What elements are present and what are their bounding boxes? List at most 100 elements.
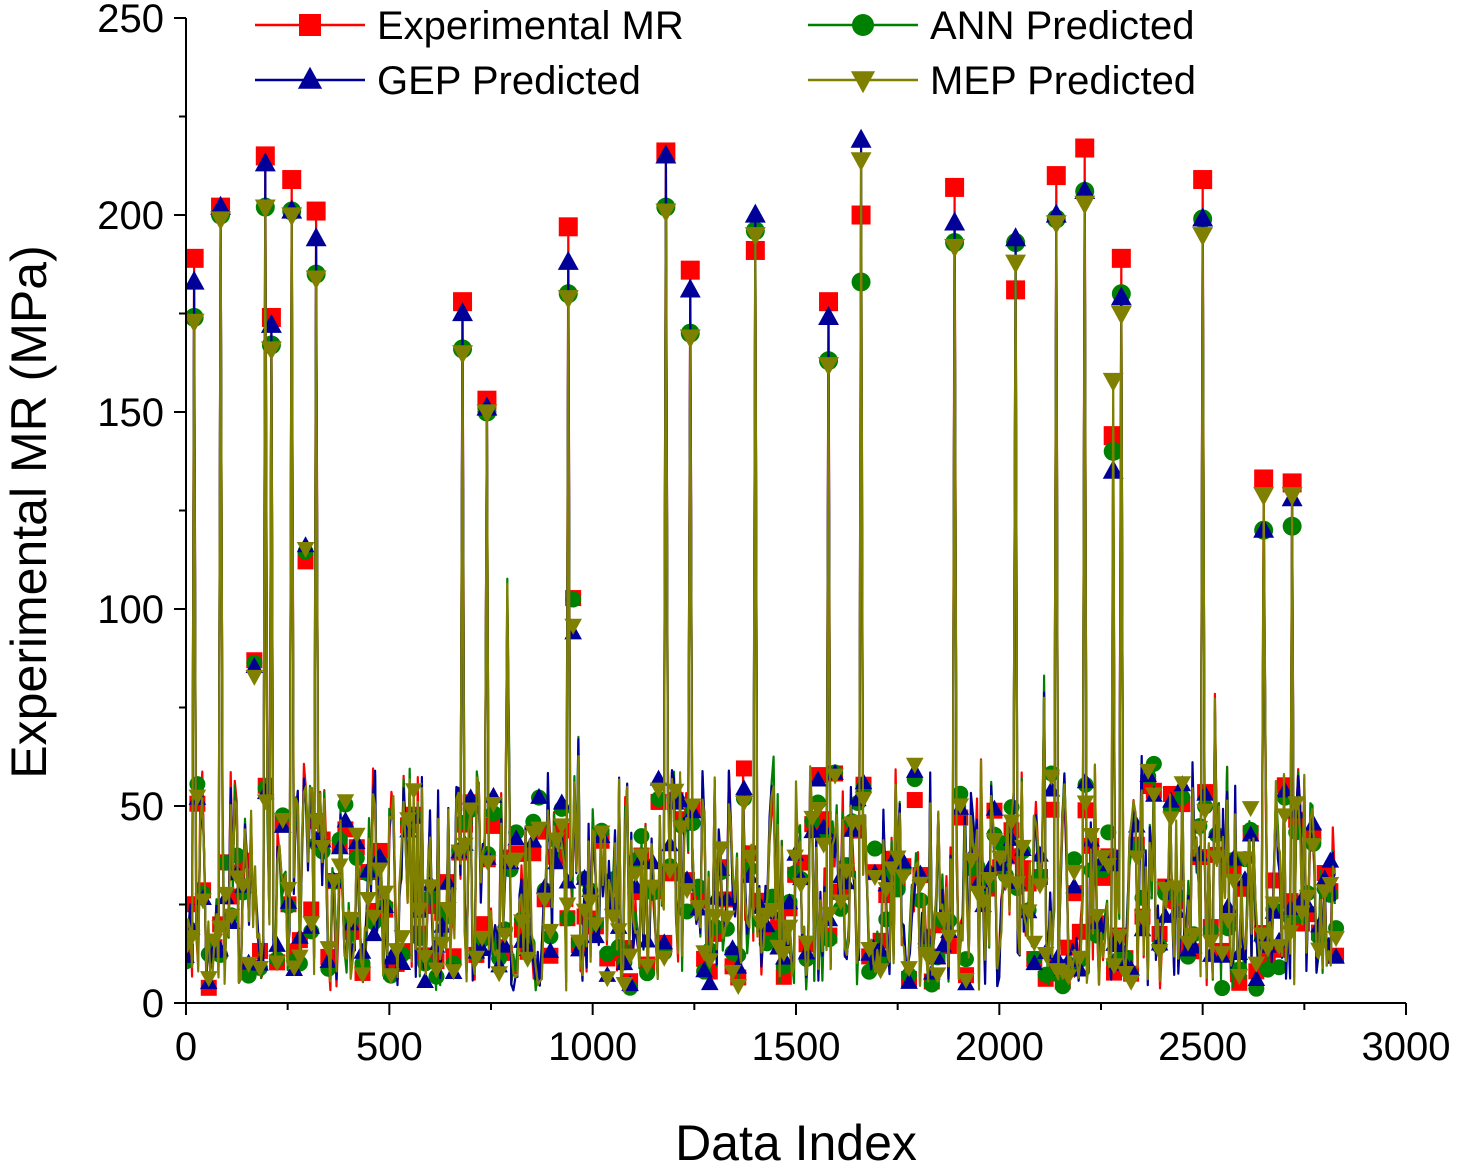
data-point-marker: [604, 909, 622, 926]
data-point-marker: [393, 930, 412, 947]
data-point-marker: [700, 974, 719, 991]
data-point-marker: [809, 770, 827, 787]
legend-label: Experimental MR: [377, 4, 684, 48]
data-point-marker: [496, 927, 514, 944]
peak-point-marker: [557, 290, 579, 310]
peak-point-marker: [1005, 254, 1027, 274]
peak-point-marker: [1193, 170, 1213, 190]
data-point-marker: [530, 787, 548, 804]
data-point-marker: [792, 877, 810, 894]
peak-point-marker: [1192, 227, 1214, 247]
data-point-marker: [1298, 889, 1317, 906]
data-point-marker: [592, 825, 611, 842]
data-point-marker: [1105, 958, 1123, 975]
data-point-marker: [735, 760, 752, 777]
data-point-marker: [1276, 808, 1294, 825]
peak-point-marker: [1074, 179, 1096, 199]
data-point-marker: [188, 789, 207, 806]
data-point-marker: [1088, 908, 1106, 925]
data-point-marker: [1162, 811, 1180, 828]
data-point-marker: [564, 618, 582, 635]
peak-point-marker: [186, 248, 204, 268]
data-point-marker: [649, 769, 668, 786]
data-point-marker: [490, 966, 508, 983]
data-point-marker: [205, 933, 224, 950]
data-point-marker: [740, 849, 759, 866]
data-point-marker: [296, 542, 315, 559]
data-point-marker: [1082, 828, 1101, 845]
data-point-marker: [1133, 910, 1152, 927]
data-point-marker: [1271, 959, 1288, 976]
peak-point-marker: [818, 306, 839, 326]
peak-point-marker: [452, 345, 473, 365]
data-point-marker: [820, 906, 839, 923]
data-point-marker: [638, 958, 656, 975]
data-point-marker: [661, 863, 679, 880]
legend-marker: [850, 71, 876, 94]
data-point-marker: [633, 828, 650, 845]
data-point-marker: [860, 942, 878, 959]
data-point-marker: [928, 967, 947, 984]
data-point-marker: [525, 845, 542, 862]
data-point-marker: [456, 837, 474, 854]
legend-item: GEP Predicted: [255, 59, 641, 103]
data-point-marker: [1321, 877, 1340, 894]
data-point-marker: [1184, 927, 1203, 944]
data-point-marker: [359, 892, 377, 909]
peak-point-marker: [1046, 166, 1066, 186]
peak-point-marker: [819, 292, 839, 312]
x-tick-label: 0: [175, 1025, 197, 1069]
x-tick-label: 2000: [955, 1025, 1044, 1069]
data-point-marker: [814, 837, 833, 854]
data-point-marker: [353, 942, 372, 959]
series-layer: [186, 128, 1345, 997]
data-point-marker: [1184, 937, 1203, 954]
peak-point-marker: [558, 217, 578, 237]
peak-point-marker: [186, 270, 205, 290]
data-point-marker: [1042, 769, 1061, 786]
legend-item: ANN Predicted: [808, 4, 1195, 48]
data-point-marker: [1236, 851, 1254, 868]
data-point-marker: [1247, 969, 1266, 986]
data-point-marker: [1321, 851, 1340, 868]
legend-label: ANN Predicted: [930, 4, 1195, 48]
data-point-marker: [786, 849, 804, 866]
data-point-marker: [780, 919, 799, 936]
x-tick-label: 1000: [548, 1025, 637, 1069]
peak-point-marker: [744, 227, 766, 247]
data-point-marker: [598, 971, 617, 988]
x-axis-title: Data Index: [675, 1115, 917, 1168]
peak-point-marker: [210, 211, 232, 231]
data-point-marker: [900, 972, 918, 989]
data-point-marker: [837, 863, 856, 880]
data-point-marker: [1071, 923, 1088, 940]
data-point-marker: [256, 794, 275, 811]
data-point-marker: [535, 892, 554, 909]
data-point-marker: [1019, 904, 1038, 921]
data-point-marker: [951, 798, 970, 815]
data-point-marker: [581, 894, 600, 911]
y-tick-label: 200: [97, 194, 164, 238]
data-point-marker: [552, 818, 571, 835]
legend-label: MEP Predicted: [930, 59, 1196, 103]
peak-point-marker: [1281, 487, 1303, 507]
peak-point-marker: [306, 201, 326, 221]
data-point-marker: [1264, 896, 1283, 913]
peak-point-marker: [1110, 286, 1132, 306]
data-point-marker: [507, 852, 526, 869]
x-tick-label: 3000: [1362, 1025, 1451, 1069]
data-point-marker: [427, 962, 446, 979]
peak-point-marker: [1111, 248, 1131, 268]
peak-point-marker: [944, 238, 966, 258]
data-point-marker: [245, 656, 264, 673]
peak-point-marker: [1102, 372, 1124, 392]
data-point-marker: [723, 939, 742, 956]
data-point-marker: [1099, 858, 1118, 875]
data-point-marker: [689, 900, 708, 917]
data-point-marker: [325, 874, 343, 891]
data-point-marker: [1008, 876, 1027, 893]
data-point-marker: [1156, 881, 1175, 898]
x-tick-label: 2500: [1158, 1025, 1247, 1069]
data-point-marker: [217, 886, 235, 903]
data-point-marker: [268, 935, 286, 952]
